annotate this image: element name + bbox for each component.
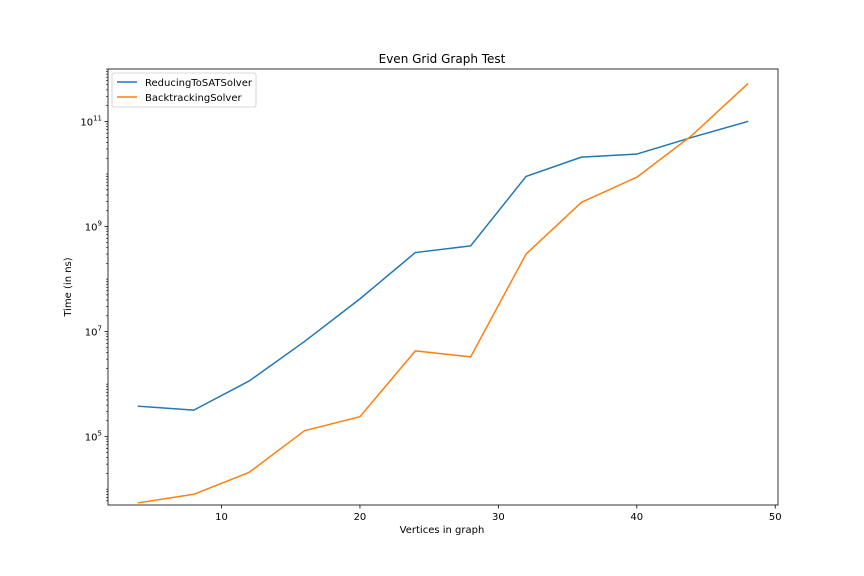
plot-lines xyxy=(137,82,749,504)
x-tick-label: 20 xyxy=(354,512,367,523)
x-axis-ticks: 10 20 30 40 50 xyxy=(215,505,782,523)
y-axis-ticks: 105 107 109 1011 xyxy=(80,68,108,502)
series-line-backtrackingsolver xyxy=(137,82,749,504)
x-tick-label: 30 xyxy=(492,512,505,523)
y-tick-label: 107 xyxy=(85,325,102,339)
series-line-reducingtosatsolver xyxy=(137,120,749,411)
legend-box xyxy=(111,72,257,108)
y-axis-label: Time (in ns) xyxy=(63,257,74,317)
x-tick-label: 40 xyxy=(630,512,643,523)
x-tick-label: 50 xyxy=(769,512,782,523)
legend-label-reducing-to-sat-solver: ReducingToSATSolver xyxy=(145,78,253,89)
legend: ReducingToSATSolver BacktrackingSolver xyxy=(111,72,257,108)
chart-title: Even Grid Graph Test xyxy=(379,52,506,66)
x-tick-label: 10 xyxy=(215,512,228,523)
legend-label-backtracking-solver: BacktrackingSolver xyxy=(145,93,243,104)
x-axis-label: Vertices in graph xyxy=(400,525,485,536)
y-tick-label: 109 xyxy=(85,220,102,234)
y-tick-label: 1011 xyxy=(80,115,102,129)
y-tick-label: 105 xyxy=(85,430,102,444)
